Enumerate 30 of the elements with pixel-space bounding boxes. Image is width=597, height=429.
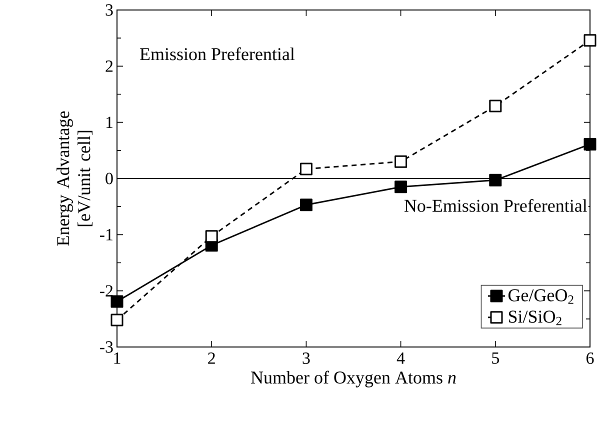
point <box>205 230 218 243</box>
point <box>300 198 312 212</box>
point <box>584 34 596 47</box>
x-tick-label: 5 <box>492 352 499 364</box>
y-tick-label: 1 <box>106 116 112 128</box>
point <box>110 314 124 326</box>
legend-label: Ge/GeO$_{2}$ <box>508 289 574 304</box>
x-tick-label: 2 <box>208 352 215 364</box>
point <box>394 180 408 194</box>
x-axis-title: Number of Oxygen Atoms n <box>251 370 456 388</box>
y-tick-label: 3 <box>106 4 113 16</box>
point <box>489 100 502 112</box>
legend-label: Si/SiO$_{2}$ <box>508 310 562 326</box>
y-tick-label: 0 <box>106 172 113 184</box>
x-tick-label: 3 <box>302 352 310 364</box>
x-tick-label: 4 <box>396 352 405 364</box>
y-tick-label: -3 <box>100 341 113 353</box>
point <box>584 138 596 150</box>
y-axis-title: Energy Advantage [eV/unit cell] <box>56 111 92 246</box>
annotation: Emission Preferential <box>140 47 295 60</box>
annotation: No-Emission Preferential <box>404 199 588 212</box>
x-tick-label: 6 <box>586 352 594 364</box>
point <box>489 174 502 186</box>
point <box>300 162 312 176</box>
y-tick-label: -2 <box>100 285 113 296</box>
y-tick-label: -1 <box>100 229 112 240</box>
point <box>110 295 124 308</box>
point <box>394 155 408 168</box>
y-tick-label: 2 <box>106 60 113 72</box>
x-tick-label: 1 <box>114 352 120 364</box>
